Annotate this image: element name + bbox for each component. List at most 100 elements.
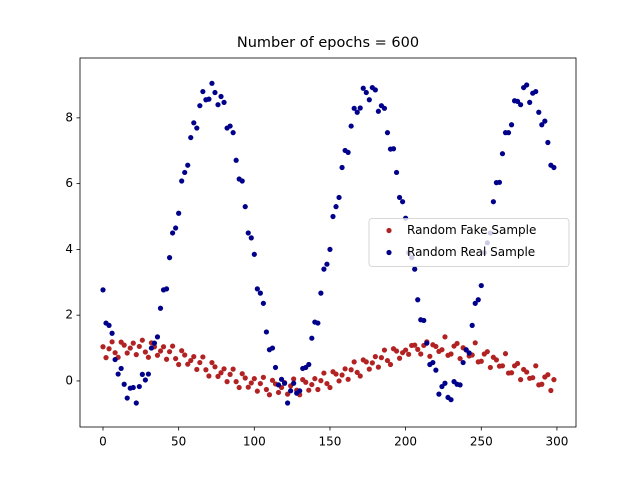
chart-title: Number of epochs = 600 <box>237 35 419 51</box>
point <box>318 378 324 384</box>
point <box>427 353 433 359</box>
point <box>221 366 227 372</box>
point <box>551 377 557 383</box>
y-tick-label: 4 <box>65 242 73 256</box>
point <box>185 162 191 168</box>
point <box>315 386 321 393</box>
point <box>514 360 521 367</box>
point <box>508 370 515 376</box>
point <box>433 367 439 373</box>
point <box>315 320 321 326</box>
point <box>179 348 185 354</box>
point <box>109 330 115 336</box>
point <box>191 354 197 360</box>
point <box>372 87 378 93</box>
point <box>230 130 236 136</box>
point <box>212 364 218 370</box>
point <box>227 123 233 129</box>
point <box>197 359 203 366</box>
point <box>505 130 512 136</box>
point <box>466 350 472 356</box>
point <box>342 366 348 372</box>
point <box>284 400 291 406</box>
point <box>496 179 503 185</box>
point <box>136 383 142 390</box>
point <box>263 329 270 335</box>
point <box>436 391 442 397</box>
point <box>478 282 484 289</box>
point <box>478 358 484 364</box>
point <box>536 109 542 115</box>
point <box>439 347 445 353</box>
point <box>254 388 260 394</box>
point <box>124 395 130 401</box>
point <box>393 348 400 354</box>
point <box>127 345 133 351</box>
point <box>133 352 139 358</box>
point <box>185 361 191 367</box>
y-tick-label: 8 <box>65 110 73 124</box>
point <box>200 354 206 360</box>
point <box>369 360 375 366</box>
point <box>303 379 309 385</box>
point <box>499 363 506 369</box>
point <box>182 169 188 176</box>
point <box>197 103 203 109</box>
point <box>218 93 224 100</box>
point <box>170 230 176 236</box>
legend-label: Random Fake Sample <box>407 223 536 237</box>
point <box>106 346 112 352</box>
point <box>384 130 391 136</box>
point <box>396 355 403 361</box>
point <box>351 359 357 365</box>
legend-marker <box>386 249 392 256</box>
point <box>375 108 381 114</box>
point <box>433 343 439 350</box>
point <box>533 363 539 369</box>
point <box>548 387 554 394</box>
point <box>148 345 155 351</box>
point <box>375 364 381 370</box>
point <box>218 370 224 376</box>
point <box>188 134 194 141</box>
point <box>339 164 345 171</box>
point <box>475 297 481 303</box>
legend-box <box>368 218 570 267</box>
point <box>145 371 151 377</box>
point <box>245 384 251 390</box>
point <box>324 261 330 267</box>
point <box>145 354 151 360</box>
point <box>176 210 182 216</box>
point <box>469 322 475 328</box>
point <box>490 199 496 205</box>
point <box>393 169 400 176</box>
point <box>130 340 136 346</box>
point <box>442 380 448 386</box>
point <box>254 286 260 292</box>
point <box>212 89 218 96</box>
point <box>518 377 524 383</box>
point <box>448 397 454 403</box>
point <box>312 376 318 382</box>
point <box>463 347 469 353</box>
point <box>309 381 315 388</box>
point <box>266 392 273 398</box>
point <box>215 373 221 379</box>
legend-label: Random Real Sample <box>407 245 535 259</box>
point <box>260 300 266 306</box>
point <box>348 367 354 373</box>
x-tick-label: 0 <box>99 435 107 449</box>
point <box>384 357 391 364</box>
point <box>514 98 521 105</box>
point <box>173 225 179 231</box>
point <box>460 359 466 366</box>
point <box>209 359 215 366</box>
point <box>403 347 409 353</box>
point <box>396 194 403 201</box>
point <box>260 374 266 380</box>
point <box>227 371 233 377</box>
point <box>209 80 215 86</box>
y-tick-label: 6 <box>65 176 73 190</box>
point <box>406 351 412 357</box>
